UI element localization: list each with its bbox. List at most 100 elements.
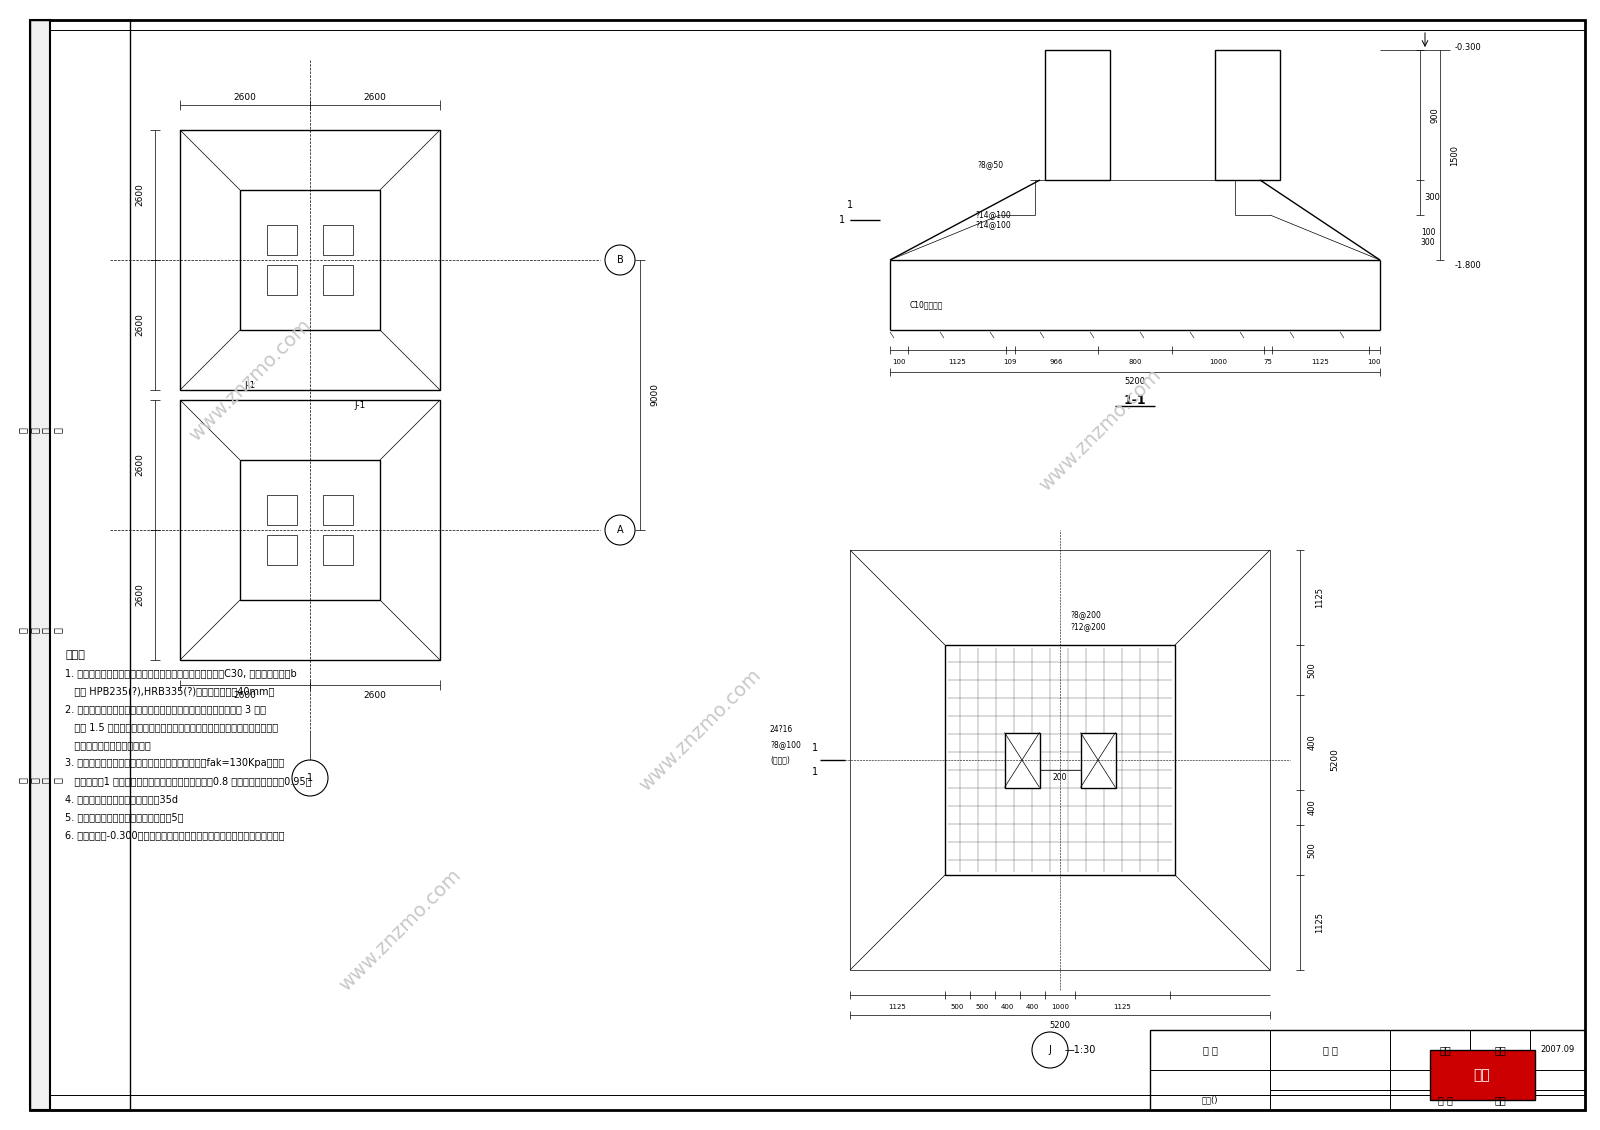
Text: 1125: 1125 bbox=[1315, 912, 1325, 933]
Bar bbox=[1005, 732, 1040, 788]
Text: 800: 800 bbox=[1128, 359, 1142, 365]
Text: 图
纸
目
录: 图 纸 目 录 bbox=[18, 427, 62, 433]
Bar bbox=[946, 645, 1174, 875]
Bar bbox=[323, 225, 354, 255]
Text: 1: 1 bbox=[838, 215, 845, 225]
Text: 2600: 2600 bbox=[136, 313, 144, 337]
Text: 2007.09: 2007.09 bbox=[1541, 1045, 1574, 1054]
Bar bbox=[30, 20, 130, 1110]
Text: 9000: 9000 bbox=[651, 383, 659, 407]
Text: 5200: 5200 bbox=[1331, 748, 1339, 772]
Text: 500: 500 bbox=[950, 1003, 965, 1010]
Bar bbox=[179, 130, 440, 390]
Text: 1: 1 bbox=[811, 767, 818, 777]
Text: 制 图: 制 图 bbox=[1437, 1095, 1453, 1105]
Bar bbox=[323, 534, 354, 565]
Text: 单 位: 单 位 bbox=[1203, 1045, 1218, 1055]
Text: 2600: 2600 bbox=[136, 583, 144, 607]
Text: 钢筋 HPB235(?),HRB335(?)，钢筋保护层厚40mm。: 钢筋 HPB235(?),HRB335(?)，钢筋保护层厚40mm。 bbox=[66, 686, 274, 696]
Text: 5200: 5200 bbox=[1125, 377, 1146, 386]
Text: ?8@100: ?8@100 bbox=[770, 740, 802, 749]
Text: 3. 本工程基础坐在路基层上，地基承载能力特征值按fak=130Kpa设计。: 3. 本工程基础坐在路基层上，地基承载能力特征值按fak=130Kpa设计。 bbox=[66, 758, 285, 768]
Bar bbox=[1214, 50, 1280, 180]
Text: ?8@50: ?8@50 bbox=[978, 160, 1003, 170]
Bar bbox=[1080, 732, 1115, 788]
Text: 5200: 5200 bbox=[1050, 1020, 1070, 1029]
Text: J-1: J-1 bbox=[245, 381, 256, 390]
Text: 1125: 1125 bbox=[888, 1003, 906, 1010]
Text: J: J bbox=[1048, 1045, 1051, 1055]
Bar bbox=[240, 460, 381, 600]
Text: A: A bbox=[616, 525, 624, 534]
Text: 2600: 2600 bbox=[234, 93, 256, 102]
Bar bbox=[240, 190, 381, 330]
Text: 1: 1 bbox=[307, 773, 314, 783]
Text: www.znzmo.com: www.znzmo.com bbox=[186, 315, 315, 445]
Text: 1125: 1125 bbox=[1315, 586, 1325, 608]
Text: —1:30: —1:30 bbox=[1064, 1045, 1096, 1055]
Text: 知末: 知末 bbox=[1474, 1068, 1490, 1083]
Text: 966: 966 bbox=[1050, 359, 1062, 365]
Text: -1.800: -1.800 bbox=[1454, 261, 1482, 269]
Text: ?14@100: ?14@100 bbox=[974, 210, 1011, 219]
Bar bbox=[1150, 1031, 1586, 1110]
Text: 100: 100 bbox=[893, 359, 906, 365]
Bar bbox=[30, 20, 50, 1110]
Text: 1125: 1125 bbox=[1312, 359, 1330, 365]
Bar bbox=[323, 266, 354, 295]
Bar bbox=[267, 534, 298, 565]
Text: 最后探孔应用素土击实回填。: 最后探孔应用素土击实回填。 bbox=[66, 740, 150, 750]
Text: 结
构
专
业: 结 构 专 业 bbox=[18, 627, 62, 633]
Text: 1500: 1500 bbox=[1451, 145, 1459, 165]
Bar bbox=[1430, 1050, 1534, 1099]
Text: 4. 基础内钢筋最小锚固长度不小于35d: 4. 基础内钢筋最小锚固长度不小于35d bbox=[66, 794, 178, 805]
Bar bbox=[323, 495, 354, 525]
Text: 100: 100 bbox=[1368, 359, 1381, 365]
Text: B: B bbox=[616, 255, 624, 266]
Text: 2600: 2600 bbox=[234, 690, 256, 699]
Text: 6. 基础顶标高-0.300及短柱高度应随路面坡度进行调，核实后方可浇筑基础。: 6. 基础顶标高-0.300及短柱高度应随路面坡度进行调，核实后方可浇筑基础。 bbox=[66, 831, 285, 840]
Text: 109: 109 bbox=[1003, 359, 1018, 365]
Text: C10素砼垫层: C10素砼垫层 bbox=[910, 301, 944, 310]
Text: 设 计: 设 计 bbox=[1323, 1045, 1338, 1055]
Text: 2. 基础开挖至基坑底后，要求进行钎探，探孔呈梅花形布孔，孔深 3 米，: 2. 基础开挖至基坑底后，要求进行钎探，探孔呈梅花形布孔，孔深 3 米， bbox=[66, 704, 266, 714]
Text: 孔距 1.5 米，若发现有洞穴等特殊情况，应与设计单位联系共同研究解决。: 孔距 1.5 米，若发现有洞穴等特殊情况，应与设计单位联系共同研究解决。 bbox=[66, 722, 278, 732]
Text: 400: 400 bbox=[1002, 1003, 1014, 1010]
Text: 南大(): 南大() bbox=[1202, 1095, 1218, 1104]
Bar bbox=[267, 225, 298, 255]
Text: 图号: 图号 bbox=[1494, 1095, 1506, 1105]
Text: 1-1: 1-1 bbox=[1123, 393, 1146, 407]
Text: -0.300: -0.300 bbox=[1454, 43, 1482, 52]
Text: 校对: 校对 bbox=[1438, 1045, 1451, 1055]
Text: ?12@200: ?12@200 bbox=[1070, 623, 1106, 632]
Text: 100
300: 100 300 bbox=[1421, 228, 1435, 247]
Text: ?8@200: ?8@200 bbox=[1070, 610, 1101, 619]
Text: 1. 本工程基础采用钢筋混凝土独立基础，基础混凝土等级为C30, 环境类别为二类b: 1. 本工程基础采用钢筋混凝土独立基础，基础混凝土等级为C30, 环境类别为二类… bbox=[66, 668, 296, 678]
Bar bbox=[179, 400, 440, 660]
Bar bbox=[267, 495, 298, 525]
Text: 数
量
说
明: 数 量 说 明 bbox=[18, 777, 62, 783]
Text: 1125: 1125 bbox=[1114, 1003, 1131, 1010]
Text: 500: 500 bbox=[1307, 662, 1317, 678]
Text: (共四根): (共四根) bbox=[770, 756, 790, 765]
Text: 500: 500 bbox=[976, 1003, 989, 1010]
Text: 200: 200 bbox=[1053, 774, 1067, 782]
Text: 说明：: 说明： bbox=[66, 650, 85, 660]
Text: 75: 75 bbox=[1264, 359, 1272, 365]
Text: 500: 500 bbox=[1307, 842, 1317, 858]
Text: 1: 1 bbox=[846, 200, 853, 210]
Text: www.znzmo.com: www.znzmo.com bbox=[635, 666, 765, 794]
Text: 1000: 1000 bbox=[1051, 1003, 1069, 1010]
Text: ?14@100: ?14@100 bbox=[974, 220, 1011, 229]
Text: 24?16: 24?16 bbox=[770, 725, 794, 734]
Text: 1125: 1125 bbox=[949, 359, 966, 365]
Text: www.znzmo.com: www.znzmo.com bbox=[336, 866, 464, 994]
Text: 2600: 2600 bbox=[136, 453, 144, 477]
Text: 900: 900 bbox=[1430, 107, 1440, 123]
Text: 400: 400 bbox=[1026, 1003, 1038, 1010]
Bar bbox=[850, 550, 1270, 970]
Text: 400: 400 bbox=[1307, 734, 1317, 750]
Bar bbox=[1045, 50, 1110, 180]
Text: 2600: 2600 bbox=[136, 183, 144, 207]
Text: 300: 300 bbox=[1424, 193, 1440, 202]
